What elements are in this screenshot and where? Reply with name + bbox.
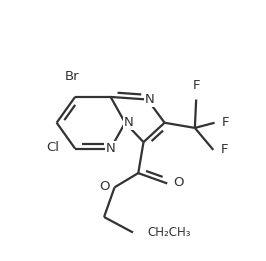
Text: F: F <box>221 143 228 156</box>
Text: N: N <box>145 93 155 106</box>
Text: F: F <box>222 116 229 129</box>
Text: Br: Br <box>65 70 80 83</box>
Text: F: F <box>192 79 200 92</box>
Text: N: N <box>106 142 115 155</box>
Text: CH₂CH₃: CH₂CH₃ <box>147 226 191 239</box>
Text: Cl: Cl <box>46 141 59 154</box>
Text: N: N <box>124 116 134 129</box>
Text: O: O <box>99 180 109 193</box>
Text: O: O <box>173 176 184 189</box>
